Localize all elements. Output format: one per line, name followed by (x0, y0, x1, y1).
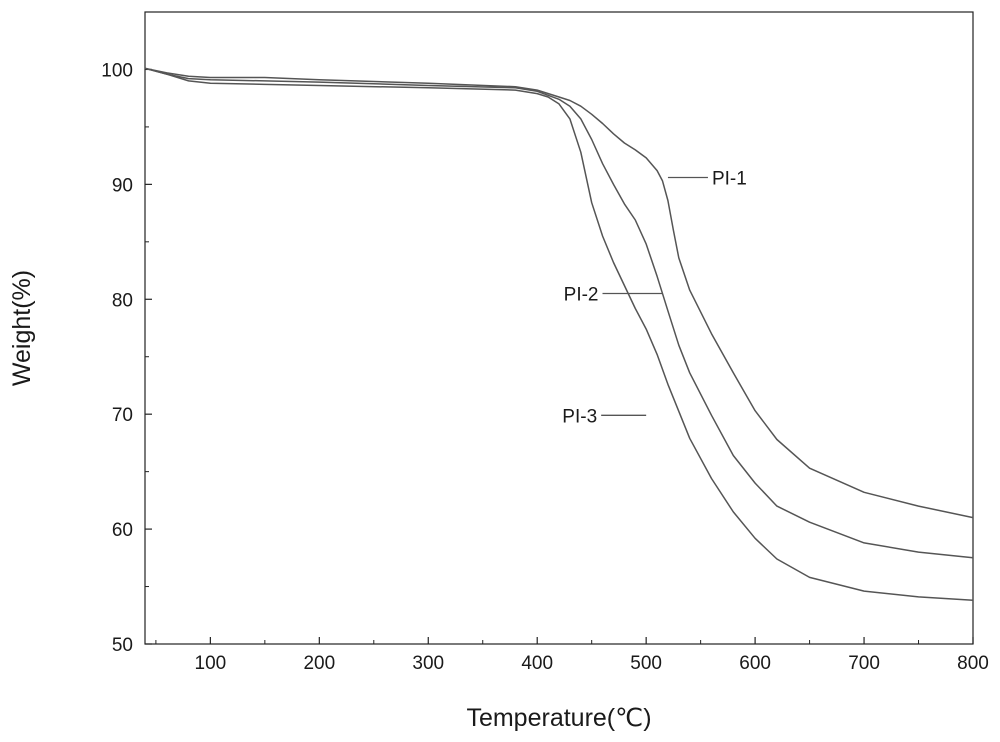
x-tick-label: 600 (739, 653, 771, 674)
y-tick-label: 50 (112, 635, 133, 656)
y-tick-labels: 50 60 70 80 90 100 (101, 60, 133, 656)
x-tick-label: 500 (630, 653, 662, 674)
x-tick-labels: 100 200 300 400 500 600 700 800 (195, 653, 989, 674)
y-axis-label: Weight(%) (8, 270, 36, 386)
series-label: PI-3 (562, 406, 597, 427)
x-axis-label: Temperature(℃) (466, 704, 651, 732)
x-tick-label: 700 (848, 653, 880, 674)
y-tick-label: 60 (112, 520, 133, 541)
x-tick-label: 400 (521, 653, 553, 674)
x-tick-label: 100 (195, 653, 227, 674)
y-tick-label: 80 (112, 290, 133, 311)
x-tick-label: 800 (957, 653, 989, 674)
x-tick-label: 200 (303, 653, 335, 674)
plot-area (145, 12, 973, 644)
series-label: PI-1 (712, 168, 747, 189)
y-tick-label: 70 (112, 405, 133, 426)
series-label: PI-2 (564, 285, 599, 306)
y-tick-label: 100 (101, 60, 133, 81)
x-tick-label: 300 (412, 653, 444, 674)
y-tick-label: 90 (112, 175, 133, 196)
